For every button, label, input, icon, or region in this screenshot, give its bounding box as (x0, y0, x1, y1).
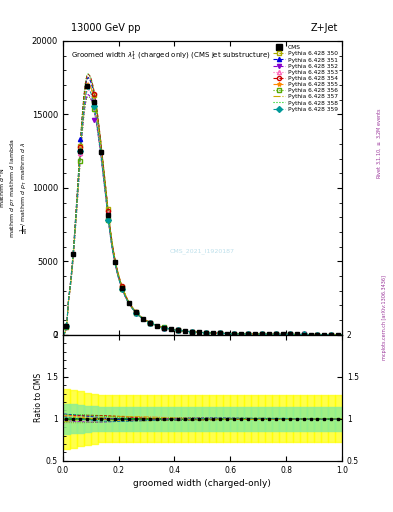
Y-axis label: Ratio to CMS: Ratio to CMS (34, 373, 43, 422)
Text: Z+Jet: Z+Jet (310, 23, 338, 33)
Text: Groomed width $\lambda_1^1$ (charged only) (CMS jet substructure): Groomed width $\lambda_1^1$ (charged onl… (71, 50, 271, 63)
Text: CMS_2021_I1920187: CMS_2021_I1920187 (170, 248, 235, 254)
X-axis label: groomed width (charged-only): groomed width (charged-only) (134, 479, 271, 488)
Text: 13000 GeV pp: 13000 GeV pp (71, 23, 140, 33)
Text: mcplots.cern.ch [arXiv:1306.3436]: mcplots.cern.ch [arXiv:1306.3436] (382, 275, 387, 360)
Text: Rivet 3.1.10, $\geq$ 3.2M events: Rivet 3.1.10, $\geq$ 3.2M events (375, 108, 383, 179)
Legend: CMS, Pythia 6.428 350, Pythia 6.428 351, Pythia 6.428 352, Pythia 6.428 353, Pyt: CMS, Pythia 6.428 350, Pythia 6.428 351,… (272, 44, 339, 113)
Y-axis label: mathrm $d^2$N
mathrm $d$ $p_T$ mathrm $d$ lambda
$\frac{1}{\mathrm{d}N}$ / mathr: mathrm $d^2$N mathrm $d$ $p_T$ mathrm $d… (0, 138, 30, 238)
